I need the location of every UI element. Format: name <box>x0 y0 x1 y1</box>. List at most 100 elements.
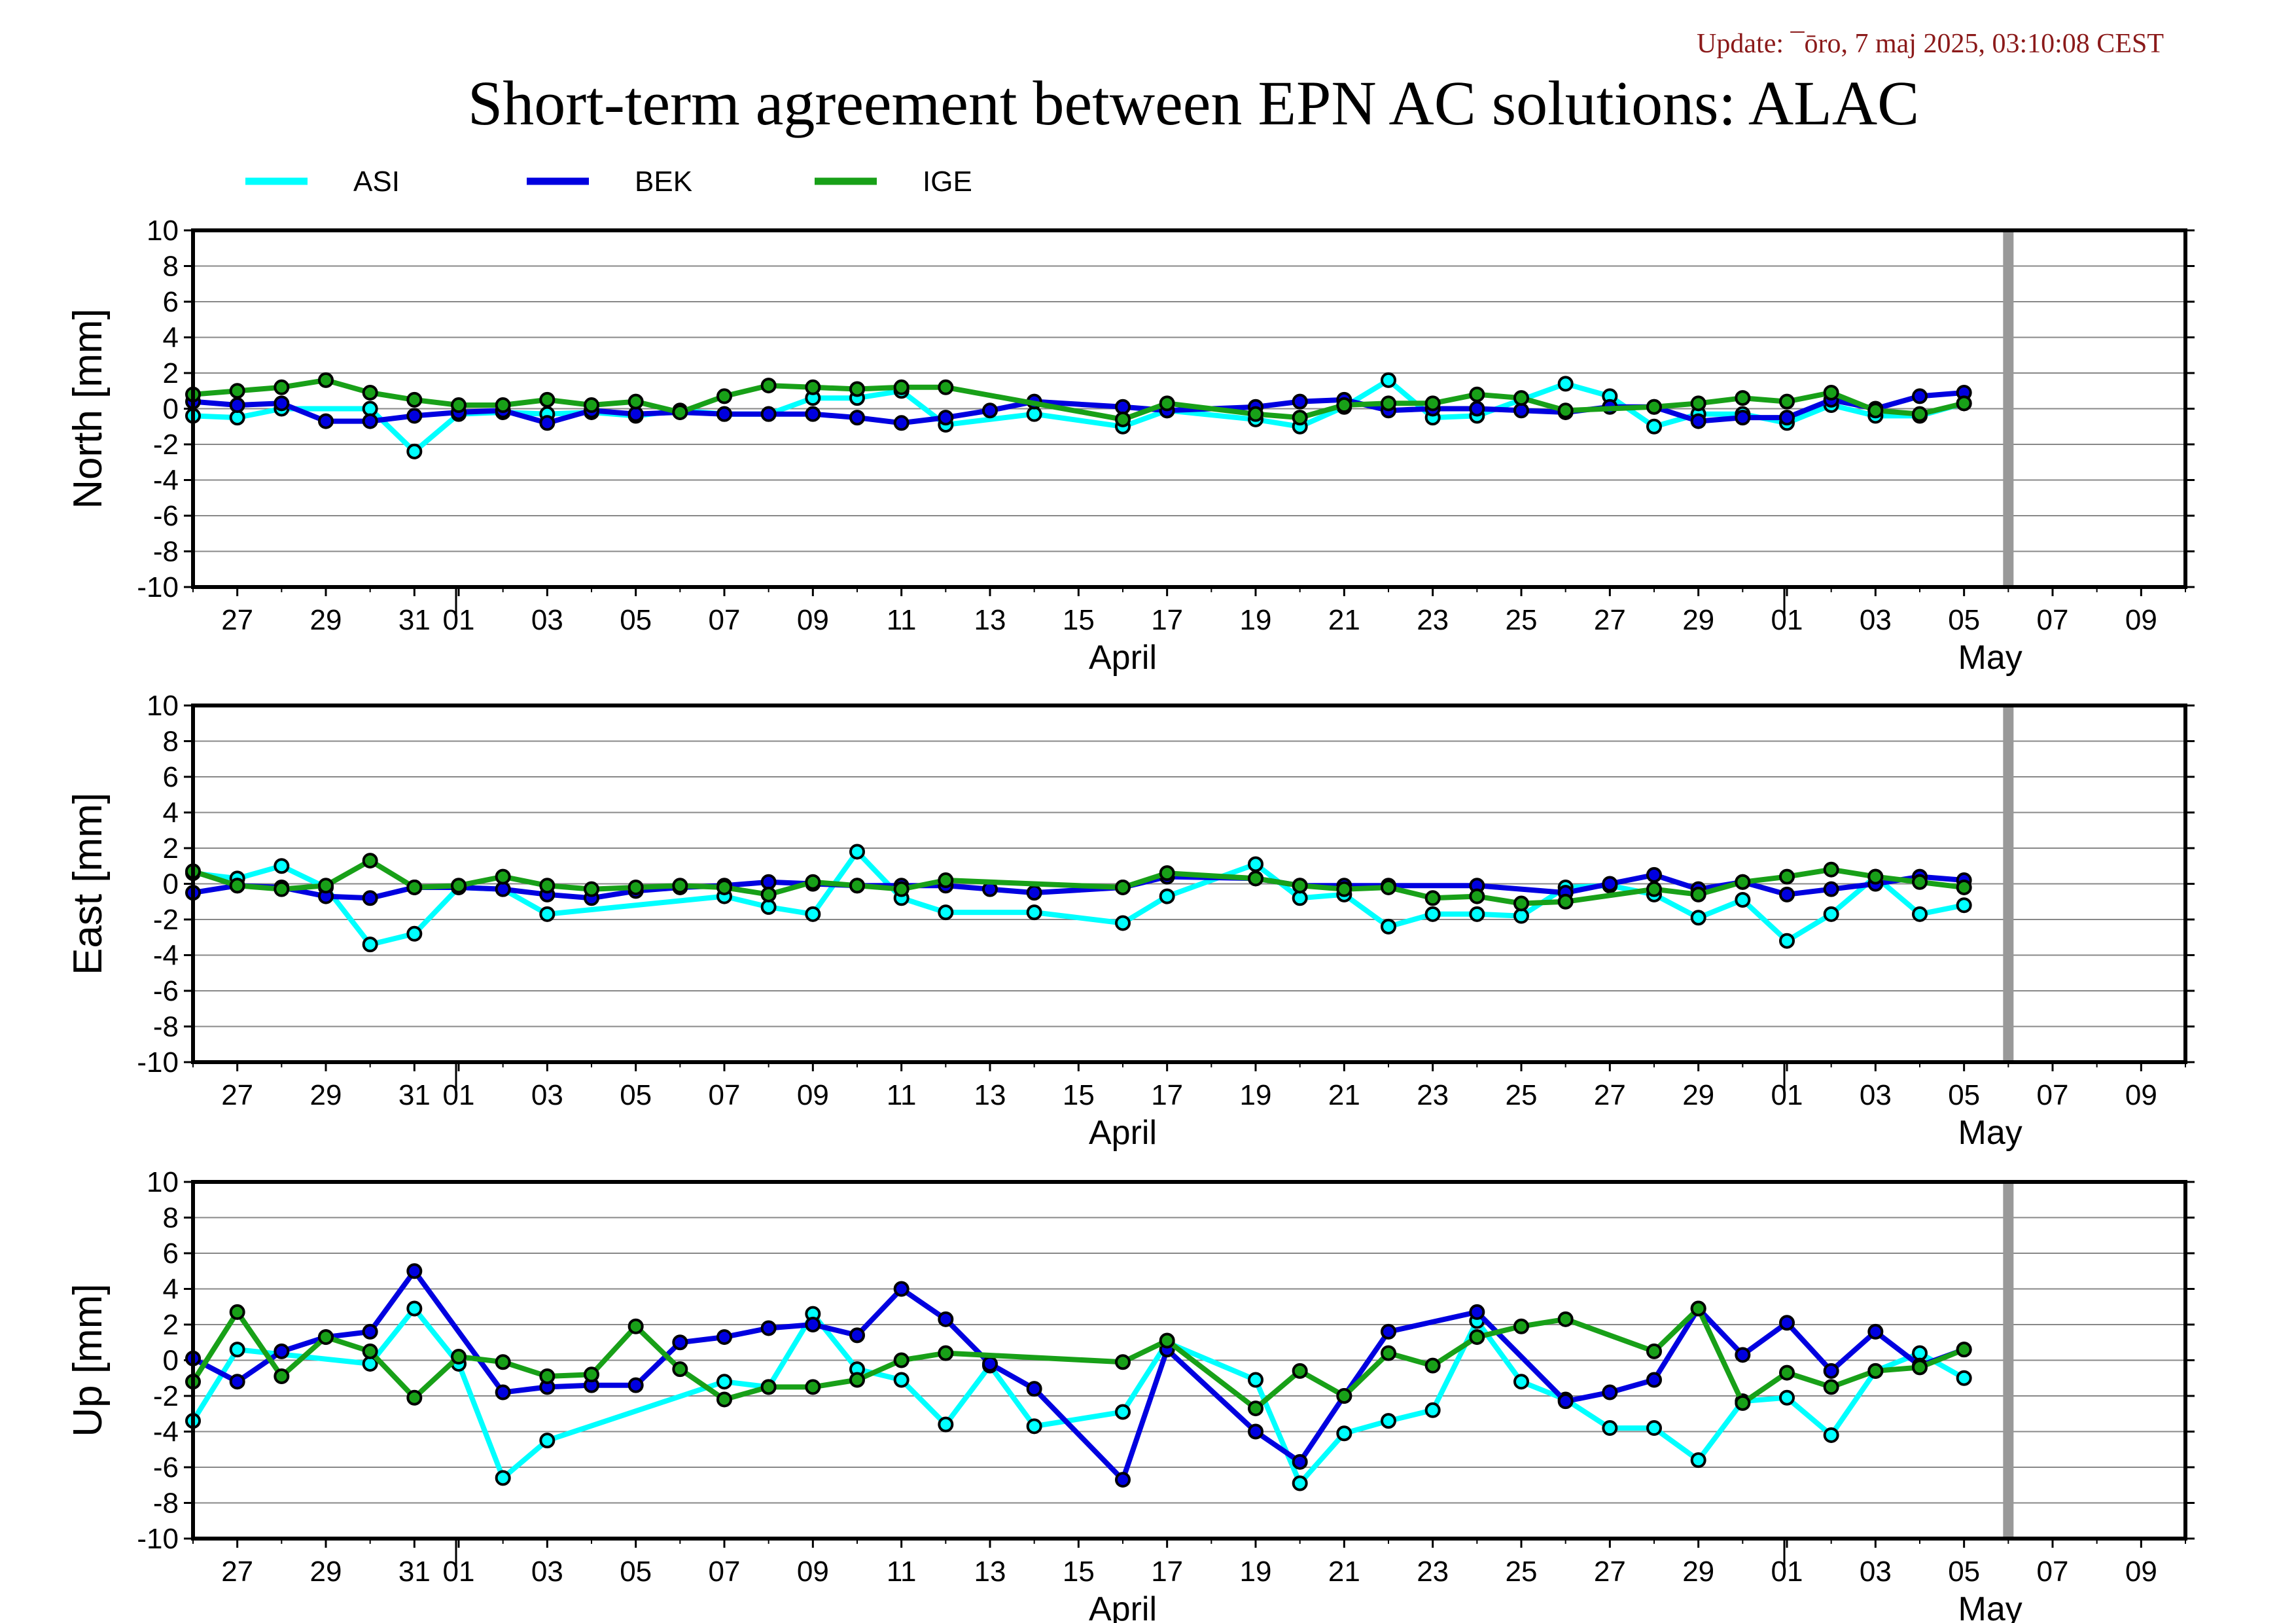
x-tick-label: 11 <box>887 1556 917 1588</box>
data-point-asi <box>1381 372 1396 388</box>
data-point-bek <box>495 881 511 897</box>
data-point-ige <box>1823 861 1839 878</box>
x-tick-label: 05 <box>620 604 652 636</box>
data-point-ige <box>1646 881 1662 897</box>
y-tick-label: 2 <box>163 832 179 865</box>
data-point-ige <box>1690 886 1706 902</box>
data-point-bek <box>1292 1454 1308 1470</box>
data-point-ige <box>1381 395 1396 412</box>
y-tick-label: -2 <box>153 1380 179 1412</box>
legend-label-bek: BEK <box>635 166 692 198</box>
data-point-ige <box>1248 870 1263 887</box>
x-tick-label: 25 <box>1506 604 1538 636</box>
data-point-ige <box>406 391 423 408</box>
y-tick-label: 0 <box>163 1345 179 1377</box>
data-point-bek <box>760 406 777 422</box>
data-point-asi <box>1823 1427 1839 1443</box>
data-point-bek <box>1646 1372 1662 1388</box>
data-point-asi <box>1779 933 1795 949</box>
x-tick-label: 03 <box>531 1556 563 1588</box>
data-point-asi <box>716 1374 732 1390</box>
data-point-ige <box>318 878 334 894</box>
y-axis-label: Up [mm] <box>65 1283 111 1436</box>
data-point-ige <box>1159 1332 1175 1349</box>
data-point-ige <box>1248 1400 1263 1417</box>
y-tick-label: -8 <box>153 536 179 568</box>
data-point-ige <box>1336 397 1352 414</box>
x-tick-label: 03 <box>1860 1556 1892 1588</box>
data-point-ige <box>1115 879 1131 895</box>
data-point-bek <box>1557 1393 1574 1410</box>
data-point-bek <box>849 410 865 426</box>
data-point-ige <box>362 384 378 401</box>
data-point-ige <box>893 881 910 897</box>
data-point-bek <box>1690 413 1706 429</box>
data-point-ige <box>1690 395 1706 412</box>
data-point-ige <box>627 1318 644 1334</box>
data-point-ige <box>406 1389 423 1406</box>
data-point-ige <box>1956 395 1972 412</box>
data-point-ige <box>451 878 467 894</box>
data-point-ige <box>1557 893 1574 910</box>
y-tick-label: -6 <box>153 1452 179 1484</box>
y-tick-label: 6 <box>163 761 179 793</box>
data-point-asi <box>1248 1372 1263 1388</box>
panel-east: 10 86 420-2 -4-6 -8-10 27 29 31 01 03 05 07 09 11 13 15… <box>65 690 2195 1152</box>
data-point-bek <box>1513 402 1529 419</box>
data-point-asi <box>1912 906 1928 922</box>
data-point-asi <box>1424 1402 1441 1418</box>
x-tick-label: 05 <box>620 1079 652 1111</box>
x-tick-label: 01 <box>443 1556 475 1588</box>
y-tick-label: -8 <box>153 1011 179 1043</box>
data-point-asi <box>1292 1475 1308 1491</box>
data-point-ige <box>362 853 378 869</box>
data-point-bek <box>1381 1323 1396 1340</box>
chart-title: Short-term agreement between EPN AC solu… <box>468 68 1919 138</box>
data-point-ige <box>672 404 688 420</box>
x-tick-label: 27 <box>1594 604 1626 636</box>
data-point-ige <box>1159 395 1175 412</box>
month-label-april: April <box>1089 639 1157 677</box>
plot-frame <box>191 704 2187 1064</box>
data-point-ige <box>1646 399 1662 415</box>
data-point-bek <box>229 1374 245 1390</box>
x-tick-label: 01 <box>1771 1079 1803 1111</box>
data-point-ige <box>1912 874 1928 890</box>
y-tick-label: 2 <box>163 357 179 389</box>
y-tick-label: -2 <box>153 429 179 461</box>
y-tick-label: -4 <box>153 940 179 972</box>
data-point-ige <box>1735 1395 1751 1411</box>
x-tick-label: 19 <box>1240 604 1272 636</box>
y-tick-label: 0 <box>163 393 179 425</box>
data-point-ige <box>274 379 290 395</box>
data-point-ige <box>1381 1345 1396 1361</box>
x-tick-label: 29 <box>1682 604 1714 636</box>
data-point-bek <box>627 1377 644 1393</box>
data-point-asi <box>1557 376 1574 392</box>
x-tick-label: 21 <box>1328 1079 1360 1111</box>
x-tick-label: 09 <box>797 604 829 636</box>
data-point-ige <box>938 379 954 395</box>
y-tick-label: 0 <box>163 868 179 901</box>
data-point-bek <box>1602 876 1618 892</box>
month-label-may: May <box>1958 639 2022 677</box>
y-tick-label: -2 <box>153 904 179 936</box>
data-point-ige <box>805 1379 821 1395</box>
data-point-bek <box>1735 1347 1751 1363</box>
data-point-ige <box>274 1368 290 1385</box>
data-point-asi <box>1381 1413 1396 1429</box>
data-point-bek <box>1912 388 1928 404</box>
data-point-ige <box>1469 1329 1485 1346</box>
data-point-bek <box>1115 399 1131 415</box>
y-tick-label: 10 <box>147 1166 179 1198</box>
data-point-asi <box>1735 892 1751 908</box>
x-tick-label: 07 <box>2037 1556 2069 1588</box>
y-tick-label: 6 <box>163 286 179 318</box>
data-point-bek <box>1115 1472 1131 1488</box>
x-tick-label: 15 <box>1063 1556 1095 1588</box>
month-label-may: May <box>1958 1114 2022 1152</box>
data-point-ige <box>760 886 777 902</box>
data-point-asi <box>1513 908 1529 924</box>
data-point-ige <box>849 878 865 894</box>
data-point-asi <box>1823 906 1839 922</box>
